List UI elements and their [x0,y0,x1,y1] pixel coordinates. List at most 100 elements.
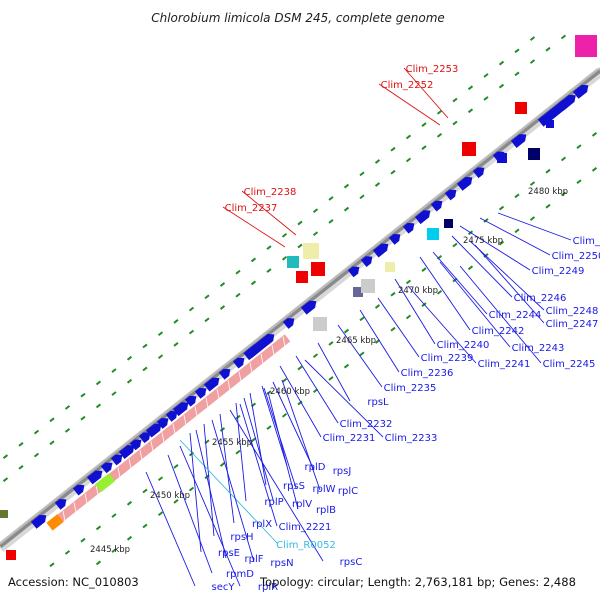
gene-label[interactable]: rplR [258,582,278,593]
track-tick [95,560,102,566]
forward-cds-arrow [86,470,103,485]
track-tick [343,363,350,369]
gene-label[interactable]: Clim_2248 [546,306,599,317]
track-tick [126,500,133,506]
red-gene [311,262,325,276]
track-tick [281,232,288,238]
track-tick [157,476,164,482]
leader-line [279,365,322,438]
gene-label[interactable]: Clim_2221 [279,522,332,533]
leader-line [317,342,351,402]
leader-line [195,429,227,559]
gene-label[interactable]: Clim_2247 [546,319,599,330]
dark-cds [444,219,453,228]
track-tick [235,269,241,275]
forward-cds-arrow [172,402,189,417]
operon-divider [216,388,220,399]
forward-cds-arrow [156,418,169,429]
track-tick [297,220,303,226]
leader-line [222,206,286,248]
gene-label[interactable]: Clim_R0052 [276,540,336,551]
label-leader-lines [145,67,572,587]
track-tick [421,122,427,127]
gene-label[interactable]: rplC [338,486,358,497]
magenta-gene [575,35,597,57]
gene-label[interactable]: rplP [264,497,283,508]
gene-label[interactable]: secY [212,582,236,593]
dark-cds [528,148,540,160]
gene-label[interactable]: rplX [252,519,272,530]
gene-label[interactable]: Clim_2253 [406,64,459,75]
gene-label[interactable]: Clim_2237 [225,203,278,214]
leader-line [267,391,299,510]
gene-label[interactable]: Clim_2249 [532,266,585,277]
gene-label[interactable]: Clim_2243 [512,343,565,354]
gene-label[interactable]: rpmD [226,569,254,580]
track-tick [498,83,505,89]
track-tick [452,97,458,103]
track-tick [405,314,412,320]
gene-label[interactable]: Clim_2250 [552,251,600,262]
leader-line [189,432,202,553]
cyan-gene [427,228,439,240]
teal-gene [287,256,299,268]
gene-label[interactable]: Clim_2246 [514,293,567,304]
gene-label[interactable]: rpsN [270,558,293,569]
leader-line [337,324,383,388]
gene-features [0,35,597,560]
track-tick [483,96,489,101]
leader-line [497,212,572,241]
gene-label[interactable]: Clim_2242 [472,326,525,337]
track-tick [405,157,412,163]
track-tick [173,342,179,347]
gene-label[interactable]: rplF [245,554,264,565]
gene-label[interactable]: Clim_2252 [381,80,434,91]
operon-divider [194,406,198,417]
forward-cds-arrow [472,167,485,179]
gene-label[interactable]: rplW [312,484,335,495]
gene-label[interactable]: rpsH [230,532,253,543]
track-tick [328,196,334,201]
track-tick [95,525,102,531]
gene-label[interactable]: Clim_2251 [573,236,600,247]
track-tick [498,240,505,246]
track-tick [188,329,195,335]
track-tick [49,562,55,568]
track-tick [576,179,582,184]
gene-label[interactable]: Clim_2233 [385,433,438,444]
gene-label[interactable]: Clim_2240 [437,340,490,351]
genome-backbone [0,67,600,552]
gene-label[interactable]: rplB [316,505,336,516]
gene-label[interactable]: rpsJ [333,466,352,477]
gene-label[interactable]: rplV [292,499,312,510]
gene-label[interactable]: Clim_2231 [323,433,376,444]
forward-cds-arrow [510,134,527,148]
gene-label[interactable]: rpsL [367,397,389,408]
leader-line [394,278,436,345]
gene-label[interactable]: Clim_2232 [340,419,393,430]
track-tick [266,425,272,430]
gene-label[interactable]: Clim_2238 [244,187,297,198]
track-tick [545,203,551,209]
gene-label[interactable]: Clim_2244 [489,310,542,321]
track-tick [80,392,86,398]
green-gene [94,473,116,493]
gene-label[interactable]: Clim_2241 [478,359,531,370]
leader-line [219,413,235,524]
gene-label[interactable]: rpsE [218,548,240,559]
gene-label[interactable]: rpsC [340,557,363,568]
leader-line [304,359,384,438]
gene-label[interactable]: rplD [305,462,326,473]
grey-gene [313,317,327,331]
track-tick [359,194,365,200]
kbp-scale-labels: 2445 kbp 2450 kbp 2455 kbp 2460 kbp 2465 kbp… [90,187,568,555]
gene-label[interactable]: Clim_2236 [401,368,454,379]
olive-gene [0,510,8,518]
gene-label[interactable]: Clim_2245 [543,359,596,370]
track-tick [328,341,334,346]
gene-label[interactable]: rpsS [283,481,305,492]
track-tick [576,144,582,149]
track-tick [33,452,40,458]
gene-label[interactable]: Clim_2235 [384,383,437,394]
gene-label[interactable]: Clim_2239 [421,353,474,364]
